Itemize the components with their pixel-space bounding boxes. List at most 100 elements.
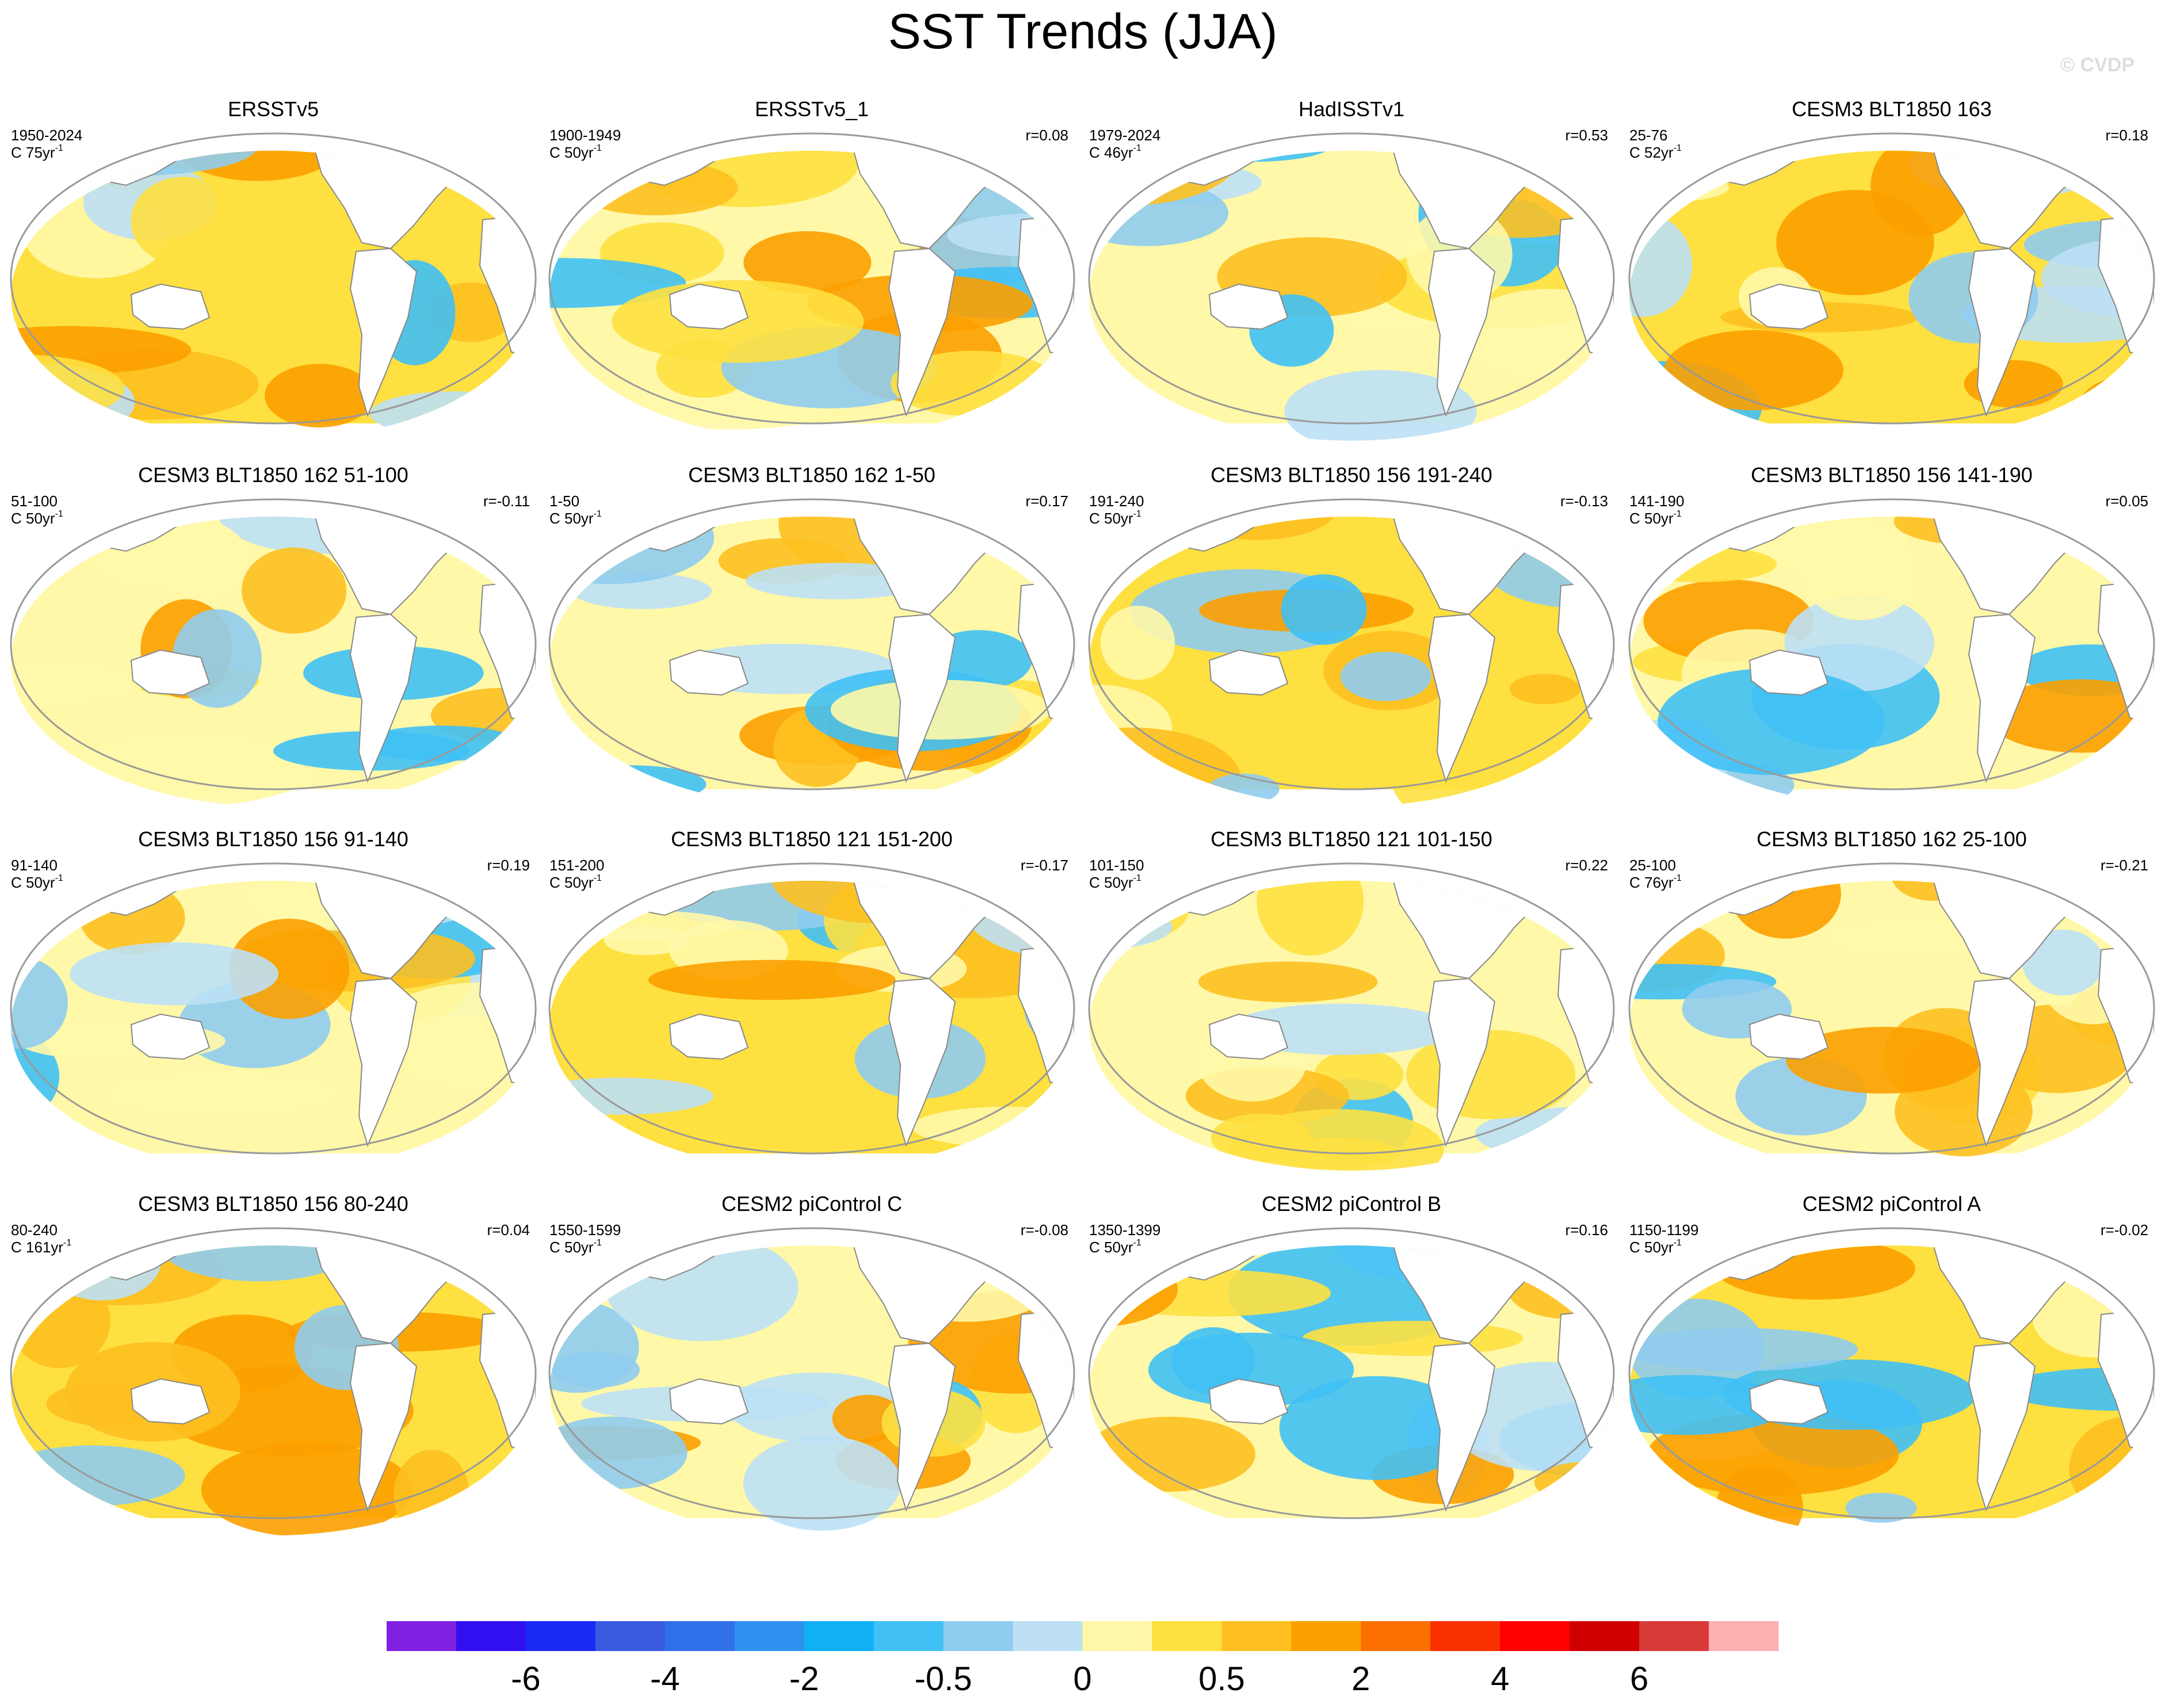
map: [1089, 881, 1614, 1171]
map-outline: [10, 132, 537, 425]
colorbar-label: 0: [1073, 1660, 1091, 1698]
land: [1427, 1342, 1496, 1512]
panel-correlation: r=0.16: [1565, 1221, 1608, 1239]
land: [888, 977, 956, 1147]
anomaly-region: [11, 1445, 185, 1506]
land: [1208, 1013, 1289, 1060]
anomaly-region: [11, 326, 192, 375]
anomaly-region: [1803, 532, 1916, 621]
trend-exponent: -1: [594, 509, 602, 519]
map-outline: [548, 498, 1075, 790]
panel-period: 91-140: [11, 857, 58, 874]
trend-label: C 52yr: [1629, 144, 1674, 161]
anomaly-region: [1658, 668, 1885, 775]
panel-trend: C 50yr-1: [549, 143, 602, 161]
anomaly-region: [105, 1072, 339, 1115]
colorbar-box: [1500, 1621, 1570, 1651]
map-outline: [548, 132, 1075, 425]
anomaly-region: [1279, 1376, 1473, 1480]
panel-title: CESM2 piControl A: [1803, 1192, 1981, 1216]
colorbar-label: -0.5: [915, 1660, 972, 1698]
panel-correlation: r=-0.21: [2101, 857, 2148, 874]
map-outline: [1628, 862, 2155, 1155]
anomaly-region: [648, 960, 896, 1000]
panel-title: CESM3 BLT1850 156 191-240: [1211, 463, 1492, 487]
anomaly-region: [129, 754, 312, 800]
anomaly-region: [549, 1416, 688, 1489]
panel-title: HadISSTv1: [1299, 97, 1404, 121]
colorbar-box: [1570, 1621, 1640, 1651]
panel-period: 1950-2024: [11, 127, 82, 144]
anomaly-region: [242, 547, 347, 634]
colorbar-box: [456, 1621, 526, 1651]
panel-trend: C 46yr-1: [1089, 143, 1141, 161]
colorbar-box: [1291, 1621, 1361, 1651]
map-outline: [1628, 1227, 2155, 1519]
trend-exponent: -1: [1133, 143, 1141, 153]
panel-period: 141-190: [1629, 492, 1684, 510]
colorbar-box: [595, 1621, 666, 1651]
panel-trend: C 50yr-1: [549, 873, 602, 891]
colorbar-box: [1430, 1621, 1500, 1651]
trend-label: C 50yr: [549, 144, 594, 161]
map: [1629, 881, 2154, 1157]
land: [479, 213, 536, 359]
land: [1968, 977, 2036, 1147]
land: [1557, 943, 1614, 1089]
trend-label: C 75yr: [11, 144, 55, 161]
land: [2097, 579, 2154, 725]
anomaly-region: [1629, 172, 1729, 204]
panel-period: 25-76: [1629, 127, 1668, 144]
panel-period: 151-200: [549, 857, 604, 874]
colorbar-label: 2: [1351, 1660, 1370, 1698]
land: [130, 1013, 211, 1060]
trend-exponent: -1: [1133, 1238, 1141, 1248]
land: [1017, 213, 1074, 359]
anomaly-region: [1786, 1026, 1981, 1094]
map: [549, 1245, 1074, 1531]
anomaly-region: [1089, 758, 1183, 807]
panel-trend: C 161yr-1: [11, 1238, 71, 1256]
anomaly-region: [70, 942, 278, 1006]
panel-period: 101-150: [1089, 857, 1144, 874]
panel-title: CESM3 BLT1850 162 1-50: [688, 463, 936, 487]
anomaly-region: [552, 1351, 640, 1388]
colorbar-label: -6: [511, 1660, 541, 1698]
colorbar-box: [665, 1621, 735, 1651]
anomaly-region: [1629, 1328, 1858, 1371]
panel-correlation: r=0.17: [1026, 492, 1068, 510]
panel-period: 51-100: [11, 492, 58, 510]
land: [1968, 613, 2036, 783]
panel-trend: C 50yr-1: [549, 1238, 602, 1256]
panel-title: ERSSTv5_1: [755, 97, 869, 121]
trend-exponent: -1: [594, 143, 602, 153]
trend-exponent: -1: [1674, 873, 1682, 883]
anomaly-region: [188, 330, 408, 365]
panel-correlation: r=-0.13: [1560, 492, 1608, 510]
map-panel: CESM3 BLT1850 163 25-76C 52yr-1 r=0.18: [1628, 97, 2155, 441]
trend-label: C 50yr: [1629, 1239, 1674, 1256]
map-outline: [10, 498, 537, 790]
land: [130, 649, 211, 696]
anomaly-region: [131, 177, 237, 266]
anomaly-region: [1507, 1260, 1614, 1319]
land: [888, 247, 956, 417]
anomaly-region: [549, 258, 686, 308]
anomaly-region: [830, 679, 1051, 740]
colorbar-box: [1709, 1621, 1779, 1651]
anomaly-region: [573, 160, 738, 216]
trend-label: C 46yr: [1089, 144, 1133, 161]
panel-title: CESM3 BLT1850 163: [1792, 97, 1992, 121]
panel-trend: C 75yr-1: [11, 143, 63, 161]
anomaly-region: [912, 1106, 1074, 1148]
land: [130, 283, 211, 330]
land: [479, 943, 536, 1089]
land: [669, 1013, 749, 1060]
